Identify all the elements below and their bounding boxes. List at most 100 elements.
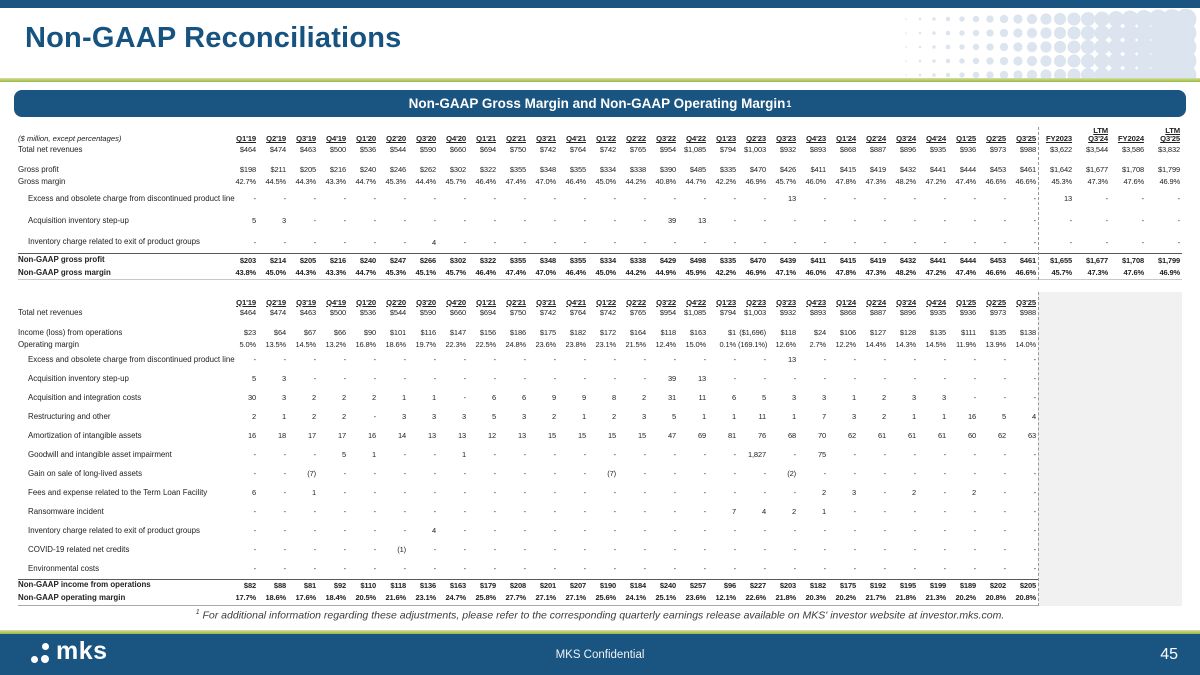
cell: - bbox=[673, 564, 677, 574]
cell: 75 bbox=[817, 450, 826, 460]
cell: - bbox=[313, 564, 317, 574]
cell: - bbox=[373, 374, 377, 384]
cell: $355 bbox=[558, 253, 588, 267]
cell: - bbox=[253, 507, 257, 517]
cell: - bbox=[313, 355, 317, 365]
cell: - bbox=[613, 237, 617, 247]
cell: - bbox=[613, 564, 617, 574]
cell: - bbox=[853, 237, 857, 247]
cell: $92 bbox=[318, 578, 348, 592]
cell: - bbox=[463, 526, 467, 536]
cell: - bbox=[823, 526, 827, 536]
cell: - bbox=[373, 488, 377, 498]
top-accent-bar bbox=[0, 0, 1200, 8]
cell: 2 bbox=[251, 412, 256, 422]
cell: - bbox=[763, 526, 767, 536]
cell: 42.2% bbox=[708, 266, 738, 281]
cell: 3 bbox=[851, 488, 856, 498]
cell: - bbox=[553, 469, 557, 479]
cell: - bbox=[793, 450, 797, 460]
column-header: LTM Q3'25 bbox=[1160, 126, 1180, 144]
cell: - bbox=[1105, 215, 1109, 225]
cell: 12 bbox=[487, 431, 496, 441]
cell: $66 bbox=[333, 327, 346, 337]
cell: 18.6% bbox=[258, 592, 288, 606]
cell: 44.9% bbox=[648, 266, 678, 281]
cell: $765 bbox=[629, 144, 646, 154]
cell: - bbox=[463, 215, 467, 225]
cell: - bbox=[373, 412, 377, 422]
mks-logo: mks bbox=[30, 637, 140, 670]
cell: - bbox=[973, 469, 977, 479]
table-banner-title: Non-GAAP Gross Margin and Non-GAAP Opera… bbox=[408, 96, 786, 111]
table-row: Excess and obsolete charge from disconti… bbox=[18, 351, 1038, 370]
column-header: Q3'19 bbox=[296, 134, 316, 144]
cell: 62 bbox=[997, 431, 1006, 441]
cell: $240 bbox=[348, 253, 378, 267]
cell: - bbox=[583, 545, 587, 555]
cell: $1 bbox=[727, 327, 736, 337]
cell: - bbox=[403, 374, 407, 384]
table-header-row: ($ million, except percentages) Q1'19 Q2'1… bbox=[18, 126, 1182, 144]
cell: $335 bbox=[719, 164, 736, 174]
cell: 2 bbox=[881, 393, 886, 403]
cell: 17 bbox=[337, 431, 346, 441]
cell: $111 bbox=[961, 327, 976, 337]
column-header: Q1'19 bbox=[236, 134, 256, 144]
cell: - bbox=[433, 545, 437, 555]
cell: - bbox=[613, 374, 617, 384]
cell: 5 bbox=[251, 215, 256, 225]
cell: 1 bbox=[281, 412, 286, 422]
cell: - bbox=[943, 355, 947, 365]
cell: 47.8% bbox=[828, 266, 858, 281]
cell: - bbox=[403, 488, 407, 498]
column-header: Q3'23 bbox=[776, 297, 796, 307]
cell: 3 bbox=[941, 393, 946, 403]
cell: - bbox=[883, 193, 887, 203]
cell: - bbox=[793, 374, 797, 384]
table-row: Total net revenues $464 $474 $463 $500 $536 $5… bbox=[18, 144, 1182, 156]
cell: - bbox=[1105, 237, 1109, 247]
cell: - bbox=[583, 237, 587, 247]
cell: $660 bbox=[449, 144, 466, 154]
cell: 23.6% bbox=[678, 592, 708, 606]
cell: 47.6% bbox=[1123, 176, 1144, 186]
cell: - bbox=[913, 193, 917, 203]
column-header: Q2'21 bbox=[506, 134, 526, 144]
cell: - bbox=[313, 193, 317, 203]
cell: - bbox=[283, 469, 287, 479]
cell: - bbox=[493, 564, 497, 574]
cell: - bbox=[643, 374, 647, 384]
cell: $464 bbox=[239, 307, 256, 317]
column-header: Q1'20 bbox=[356, 134, 376, 144]
cell: - bbox=[343, 469, 347, 479]
confidential-label: MKS Confidential bbox=[555, 648, 645, 661]
green-divider bbox=[0, 78, 1200, 82]
cell: $432 bbox=[888, 253, 918, 267]
column-header: Q4'20 bbox=[446, 134, 466, 144]
cell: - bbox=[313, 215, 317, 225]
cell: 45.7% bbox=[1038, 266, 1074, 281]
row-label: Ransomware incident bbox=[28, 507, 104, 517]
cell: 1 bbox=[821, 507, 826, 517]
cell: $765 bbox=[629, 307, 646, 317]
cell: $1,085 bbox=[683, 307, 706, 317]
cell: 2 bbox=[641, 393, 646, 403]
column-header: Q1'24 bbox=[836, 297, 856, 307]
page-title: Non-GAAP Reconciliations bbox=[25, 22, 402, 54]
cell: 62 bbox=[847, 431, 856, 441]
cell: - bbox=[883, 488, 887, 498]
cell: $355 bbox=[569, 164, 586, 174]
cell: (1) bbox=[397, 545, 406, 555]
cell: - bbox=[763, 469, 767, 479]
column-header: Q1'21 bbox=[476, 297, 496, 307]
cell: 8 bbox=[611, 393, 616, 403]
cell: 42.2% bbox=[715, 176, 736, 186]
gross-margin-reconciliation-table: ($ million, except percentages) Q1'19 Q2'1… bbox=[18, 126, 1182, 281]
cell: - bbox=[523, 507, 527, 517]
cell: $116 bbox=[420, 327, 436, 337]
cell: - bbox=[673, 488, 677, 498]
cell: 14.0% bbox=[1015, 339, 1036, 349]
cell: $411 bbox=[798, 253, 828, 267]
cell: $302 bbox=[449, 164, 466, 174]
